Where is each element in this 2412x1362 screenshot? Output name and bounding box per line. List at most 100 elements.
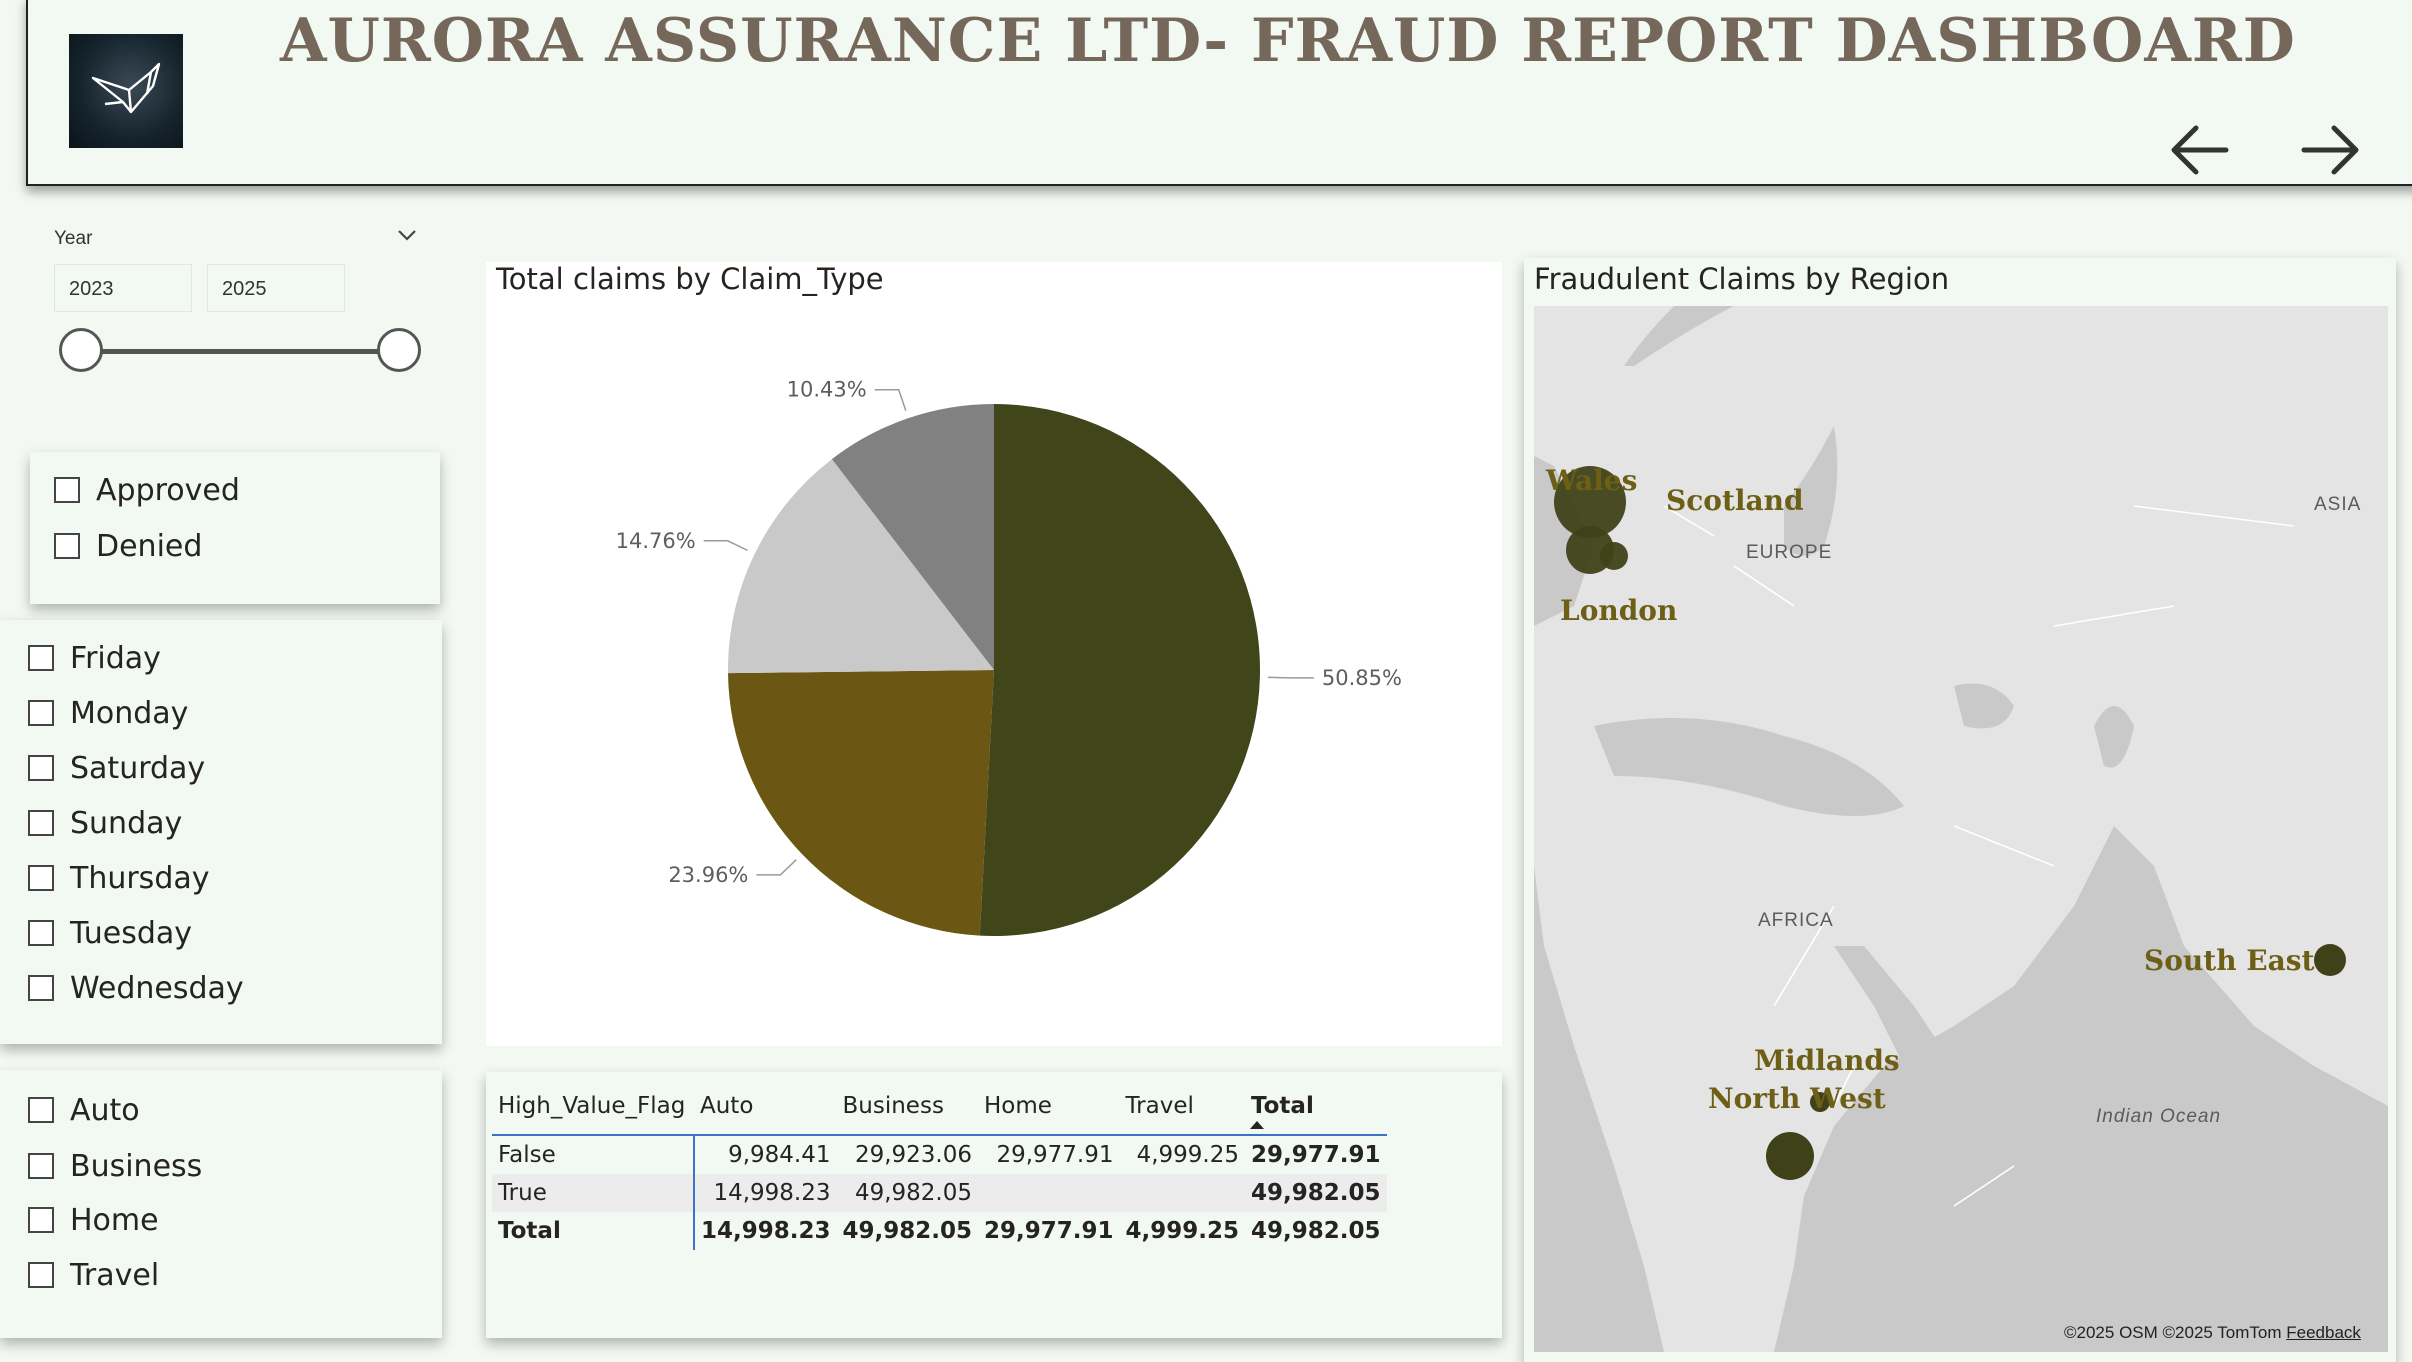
country-borders xyxy=(1663,505,2295,1207)
status-option[interactable]: Denied xyxy=(54,526,202,566)
checkbox[interactable] xyxy=(28,1097,54,1123)
claim-type-option[interactable]: Business xyxy=(28,1146,202,1186)
chevron-down-icon[interactable] xyxy=(396,226,418,244)
claim-type-option[interactable]: Home xyxy=(28,1200,159,1240)
checkbox[interactable] xyxy=(28,920,54,946)
year-range-start-handle[interactable] xyxy=(59,328,103,372)
matrix-column-header[interactable]: Business xyxy=(842,1093,944,1119)
pie-slice[interactable] xyxy=(979,404,1261,937)
day-option[interactable]: Wednesday xyxy=(28,968,244,1008)
day-option[interactable]: Sunday xyxy=(28,803,182,843)
year-range-end-handle[interactable] xyxy=(377,328,421,372)
matrix-column-header[interactable]: Travel xyxy=(1125,1093,1194,1119)
day-option-label: Monday xyxy=(70,695,189,731)
table-cell: 29,977.91 xyxy=(984,1218,1114,1244)
arrow-left-icon xyxy=(2171,125,2229,175)
region-bubble[interactable] xyxy=(1554,466,1626,538)
table-cell: 4,999.25 xyxy=(1136,1142,1239,1168)
map-feedback-link[interactable]: Feedback xyxy=(2286,1323,2361,1342)
checkbox[interactable] xyxy=(28,1207,54,1233)
claim-type-option[interactable]: Travel xyxy=(28,1255,159,1295)
map-credit: ©2025 OSM ©2025 TomTom Feedback xyxy=(2064,1323,2361,1343)
pie-slice[interactable] xyxy=(728,670,994,936)
matrix-column-header[interactable]: Total xyxy=(1245,1078,1387,1135)
day-option-label: Tuesday xyxy=(70,915,193,951)
checkbox[interactable] xyxy=(28,645,54,671)
region-label: Midlands xyxy=(1754,1044,1900,1077)
pie-slice[interactable] xyxy=(728,459,994,674)
day-option[interactable]: Saturday xyxy=(28,748,205,788)
pie-leader-line xyxy=(874,388,907,411)
pie-data-label: 14.76% xyxy=(616,529,696,553)
day-option-label: Thursday xyxy=(70,860,210,896)
pie-chart-title: Total claims by Claim_Type xyxy=(496,262,884,296)
table-cell: 49,982.05 xyxy=(842,1218,973,1244)
matrix-column-header[interactable]: Auto xyxy=(700,1093,754,1119)
region-map[interactable]: Wales Scotland London South East Midland… xyxy=(1534,306,2388,1352)
checkbox[interactable] xyxy=(54,477,80,503)
table-row: True 14,998.23 49,982.05 49,982.05 xyxy=(492,1174,1387,1212)
day-option[interactable]: Tuesday xyxy=(28,913,192,953)
table-row: False 9,984.41 29,923.06 29,977.91 4,999… xyxy=(492,1135,1387,1174)
matrix-total-header-label: Total xyxy=(1251,1093,1314,1119)
claim-type-option[interactable]: Auto xyxy=(28,1090,140,1130)
checkbox[interactable] xyxy=(28,755,54,781)
region-bubble[interactable] xyxy=(2314,944,2346,976)
status-option-label: Approved xyxy=(96,472,240,508)
status-option-label: Denied xyxy=(96,528,203,564)
region-bubble[interactable] xyxy=(1810,1092,1830,1112)
matrix-row-header: False xyxy=(492,1135,695,1174)
day-option[interactable]: Friday xyxy=(28,638,161,678)
forward-button[interactable] xyxy=(2298,118,2362,182)
caspian-sea-shape xyxy=(2094,706,2134,768)
matrix-row-header: Total xyxy=(492,1212,695,1250)
claim-type-option-label: Business xyxy=(70,1148,203,1184)
pie-data-label: 23.96% xyxy=(668,863,748,887)
checkbox[interactable] xyxy=(54,533,80,559)
table-cell: 29,977.91 xyxy=(996,1142,1114,1168)
claim-type-option-label: Travel xyxy=(70,1257,160,1293)
year-start-input[interactable]: 2023 xyxy=(54,264,192,312)
table-cell: 14,998.23 xyxy=(694,1174,837,1212)
checkbox[interactable] xyxy=(28,700,54,726)
region-bubble[interactable] xyxy=(1600,542,1628,570)
origami-bird-icon xyxy=(91,62,161,114)
region-label: South East xyxy=(2144,944,2315,977)
checkbox[interactable] xyxy=(28,1262,54,1288)
checkbox[interactable] xyxy=(28,865,54,891)
pie-data-label: 10.43% xyxy=(787,378,867,402)
indian-ocean-shape xyxy=(1774,826,2388,1352)
mediterranean-sea-shape xyxy=(1594,718,1904,816)
day-option-label: Sunday xyxy=(70,805,183,841)
table-cell: 29,977.91 xyxy=(1251,1142,1381,1168)
pie-chart: 50.85% 23.96% 14.76% 10.43% xyxy=(616,378,1402,937)
geo-label: ASIA xyxy=(2314,494,2361,515)
status-option[interactable]: Approved xyxy=(54,470,240,510)
pie-slice[interactable] xyxy=(831,404,994,670)
day-option[interactable]: Thursday xyxy=(28,858,210,898)
atlantic-sea-shape xyxy=(1534,456,1594,626)
back-button[interactable] xyxy=(2168,118,2232,182)
checkbox[interactable] xyxy=(28,975,54,1001)
claim-type-option-label: Auto xyxy=(70,1092,140,1128)
matrix-total-row: Total 14,998.23 49,982.05 29,977.91 4,99… xyxy=(492,1212,1387,1250)
claims-matrix: High_Value_Flag Auto Business Home Trave… xyxy=(492,1078,1387,1250)
pie-leader-line xyxy=(756,859,797,876)
year-end-input[interactable]: 2025 xyxy=(207,264,345,312)
table-cell xyxy=(978,1174,1120,1212)
table-cell: 49,982.05 xyxy=(1245,1174,1387,1212)
region-label: Scotland xyxy=(1666,484,1804,517)
region-bubble[interactable] xyxy=(1766,1132,1814,1180)
status-slicer-panel xyxy=(30,452,440,604)
matrix-column-header[interactable]: High_Value_Flag xyxy=(498,1093,686,1119)
day-option-label: Saturday xyxy=(70,750,206,786)
pie-data-label: 50.85% xyxy=(1322,666,1402,690)
table-cell: 49,982.05 xyxy=(836,1174,978,1212)
checkbox[interactable] xyxy=(28,810,54,836)
day-option[interactable]: Monday xyxy=(28,693,188,733)
table-cell: 29,923.06 xyxy=(854,1142,972,1168)
checkbox[interactable] xyxy=(28,1153,54,1179)
matrix-header-row: High_Value_Flag Auto Business Home Trave… xyxy=(492,1078,1387,1135)
arrow-right-icon xyxy=(2301,125,2359,175)
matrix-column-header[interactable]: Home xyxy=(984,1093,1052,1119)
